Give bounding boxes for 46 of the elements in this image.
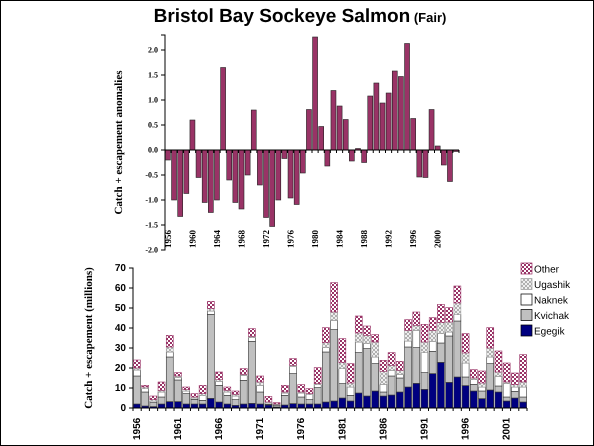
y-tick-label: 40 <box>114 323 126 334</box>
y-tick-label: 70 <box>114 263 126 274</box>
x-tick-label: 1966 <box>214 417 226 440</box>
x-tick-label: 1986 <box>378 417 390 440</box>
y-tick-label: -1.0 <box>145 196 158 205</box>
legend-label: Other <box>534 264 560 276</box>
y-axis-title: Catch + escapement (millions) <box>83 266 95 409</box>
y-tick-label: 1.5 <box>148 70 158 80</box>
y-tick-label: 10 <box>114 383 126 394</box>
y-tick-label: 0.0 <box>148 146 158 155</box>
x-tick-label: 1976 <box>286 230 296 248</box>
x-tick-label: 1988 <box>359 230 370 248</box>
x-tick-label: 1996 <box>408 230 418 248</box>
legend-label: Egegik <box>534 326 566 338</box>
y-tick-label: -1.5 <box>145 220 158 230</box>
x-tick-label: 1961 <box>172 417 184 440</box>
legend-label: Kvichak <box>534 311 570 322</box>
x-tick-label: 1960 <box>187 230 198 248</box>
x-tick-label: 1971 <box>255 417 266 440</box>
y-tick-label: -2.0 <box>145 246 158 255</box>
x-tick-label: 1968 <box>236 230 246 248</box>
y-tick-label: 20 <box>114 363 126 374</box>
x-tick-label: 1976 <box>296 417 308 440</box>
x-tick-label: 1996 <box>460 417 472 440</box>
y-tick-label: 0 <box>120 403 126 414</box>
x-tick-label: 1964 <box>212 230 222 248</box>
x-tick-label: 1991 <box>419 417 430 440</box>
x-tick-label: 1980 <box>310 230 320 248</box>
x-tick-label: 1992 <box>384 230 394 248</box>
y-tick-label: 2.0 <box>148 46 158 55</box>
y-tick-label: 0.5 <box>148 120 158 130</box>
y-tick-label: 30 <box>114 343 126 354</box>
y-tick-label: 60 <box>114 283 126 294</box>
x-tick-label: 2000 <box>432 230 443 248</box>
x-tick-label: 1981 <box>337 417 348 440</box>
x-tick-label: 1984 <box>334 230 345 248</box>
y-tick-label: -0.5 <box>145 170 158 180</box>
y-axis-title: Catch + escapement anomalies <box>113 70 125 215</box>
x-tick-label: 1956 <box>132 417 143 440</box>
text: Naknek <box>534 296 569 306</box>
y-tick-label: 50 <box>114 303 126 314</box>
chart-title: Bristol Bay Sockeye Salmon (Fair) <box>154 6 446 27</box>
y-tick-label: 1.0 <box>148 96 158 105</box>
x-tick-label: 2001 <box>502 417 513 440</box>
legend-label: Ugashik <box>534 280 572 291</box>
x-tick-label: 1972 <box>261 230 272 248</box>
